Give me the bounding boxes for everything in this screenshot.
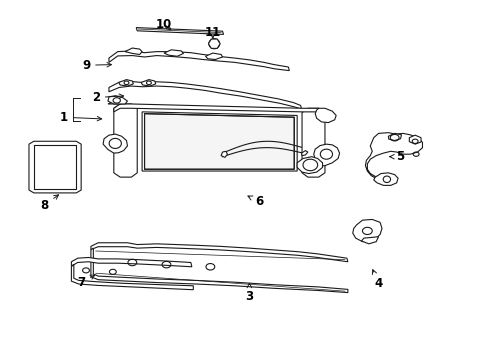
Text: 7: 7 [77, 275, 95, 289]
Polygon shape [125, 48, 142, 54]
Text: 1: 1 [60, 111, 102, 124]
Polygon shape [109, 81, 301, 109]
Polygon shape [142, 112, 297, 171]
Polygon shape [71, 257, 191, 267]
Polygon shape [297, 157, 322, 174]
Text: 10: 10 [156, 18, 172, 31]
Polygon shape [208, 39, 220, 48]
Polygon shape [408, 135, 420, 144]
Polygon shape [361, 237, 378, 244]
Polygon shape [91, 243, 347, 262]
Polygon shape [144, 114, 294, 169]
Polygon shape [91, 248, 347, 293]
Polygon shape [136, 28, 223, 35]
Text: 2: 2 [92, 91, 123, 104]
Polygon shape [302, 108, 325, 177]
Text: 11: 11 [204, 27, 221, 40]
Polygon shape [163, 50, 183, 56]
Text: 8: 8 [41, 195, 59, 212]
Text: 9: 9 [81, 59, 111, 72]
Polygon shape [352, 220, 381, 242]
Polygon shape [34, 145, 76, 189]
Polygon shape [108, 101, 122, 104]
Text: 4: 4 [371, 270, 382, 291]
Text: 5: 5 [389, 150, 404, 163]
Polygon shape [141, 80, 156, 86]
Polygon shape [373, 173, 397, 185]
Polygon shape [205, 53, 222, 59]
Polygon shape [103, 134, 127, 153]
Polygon shape [221, 151, 227, 157]
Polygon shape [114, 104, 137, 177]
Polygon shape [71, 264, 193, 290]
Text: 3: 3 [245, 283, 253, 303]
Polygon shape [365, 133, 422, 178]
Polygon shape [119, 80, 133, 86]
Polygon shape [315, 108, 335, 123]
Polygon shape [29, 141, 81, 193]
Polygon shape [109, 51, 289, 71]
Polygon shape [114, 104, 318, 112]
Text: 6: 6 [247, 195, 263, 208]
Polygon shape [387, 134, 401, 140]
Polygon shape [301, 150, 307, 156]
Polygon shape [313, 144, 339, 166]
Polygon shape [108, 96, 127, 104]
